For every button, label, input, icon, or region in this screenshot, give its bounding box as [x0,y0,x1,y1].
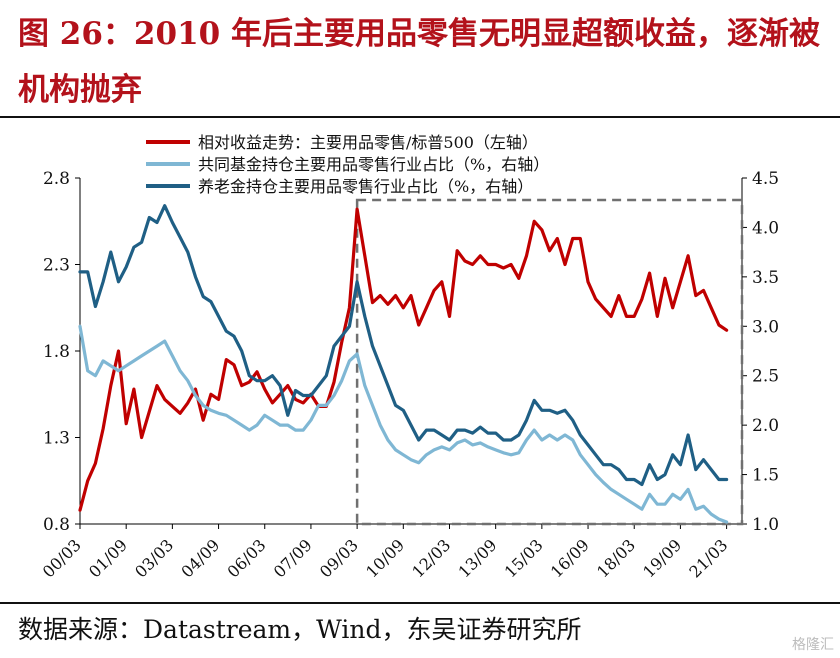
y-right-tick-label: 4.5 [752,169,779,189]
x-tick-label: 07/09 [270,535,316,581]
x-tick-label: 06/03 [224,535,270,581]
x-tick-label: 19/09 [639,535,685,581]
y-right-tick-label: 4.0 [752,218,779,238]
y-right-tick-label: 3.5 [752,268,779,288]
y-left-tick-label: 1.3 [43,429,70,449]
x-tick-label: 09/03 [316,535,362,581]
x-tick-label: 18/03 [593,535,639,581]
y-right-tick-label: 1.5 [752,466,779,486]
series-line-1 [78,207,729,512]
y-left-tick-label: 2.8 [43,169,70,189]
x-tick-label: 10/09 [362,535,408,581]
figure-title: 图 26：2010 年后主要用品零售无明显超额收益，逐渐被机构抛弃 [18,16,821,108]
y-left-tick-label: 2.3 [43,256,70,276]
legend-label-3: 养老金持仓主要用品零售行业占比（%，右轴） [198,177,533,196]
x-tick-label: 15/03 [501,535,547,581]
y-left-tick-label: 0.8 [43,515,70,535]
source-note: 数据来源：Datastream，Wind，东吴证券研究所 [18,615,582,644]
y-right-tick-label: 3.0 [752,317,779,337]
series-line-2 [78,324,729,524]
x-tick-label: 01/09 [85,535,131,581]
bottom-rule [0,602,840,604]
legend-label-2: 共同基金持仓主要用品零售行业占比（%，右轴） [198,155,549,174]
legend-label-1: 相对收益走势：主要用品零售/标普500（左轴） [198,133,538,152]
y-right-tick-label: 2.0 [752,416,779,436]
chart: 0.8 1.3 1.8 2.3 2.8 1.0 1.5 2.0 2.5 3.0 3.5 4.0 4.5 0… [39,133,779,581]
y-right-tick-label: 2.5 [752,367,779,387]
x-tick-label: 03/03 [131,535,177,581]
top-rule [0,116,840,118]
y-right-tick-label: 1.0 [752,515,779,535]
y-left-tick-label: 1.8 [43,342,70,362]
x-tick-label: 00/03 [39,535,85,581]
x-tick-label: 04/09 [177,535,223,581]
x-tick-label: 12/03 [408,535,454,581]
x-tick-label: 21/03 [685,535,731,581]
x-tick-label: 13/09 [454,535,500,581]
watermark: 格隆汇 [792,637,834,653]
highlight-box [355,198,744,526]
x-tick-label: 16/09 [547,535,593,581]
series-line-3 [78,204,729,487]
